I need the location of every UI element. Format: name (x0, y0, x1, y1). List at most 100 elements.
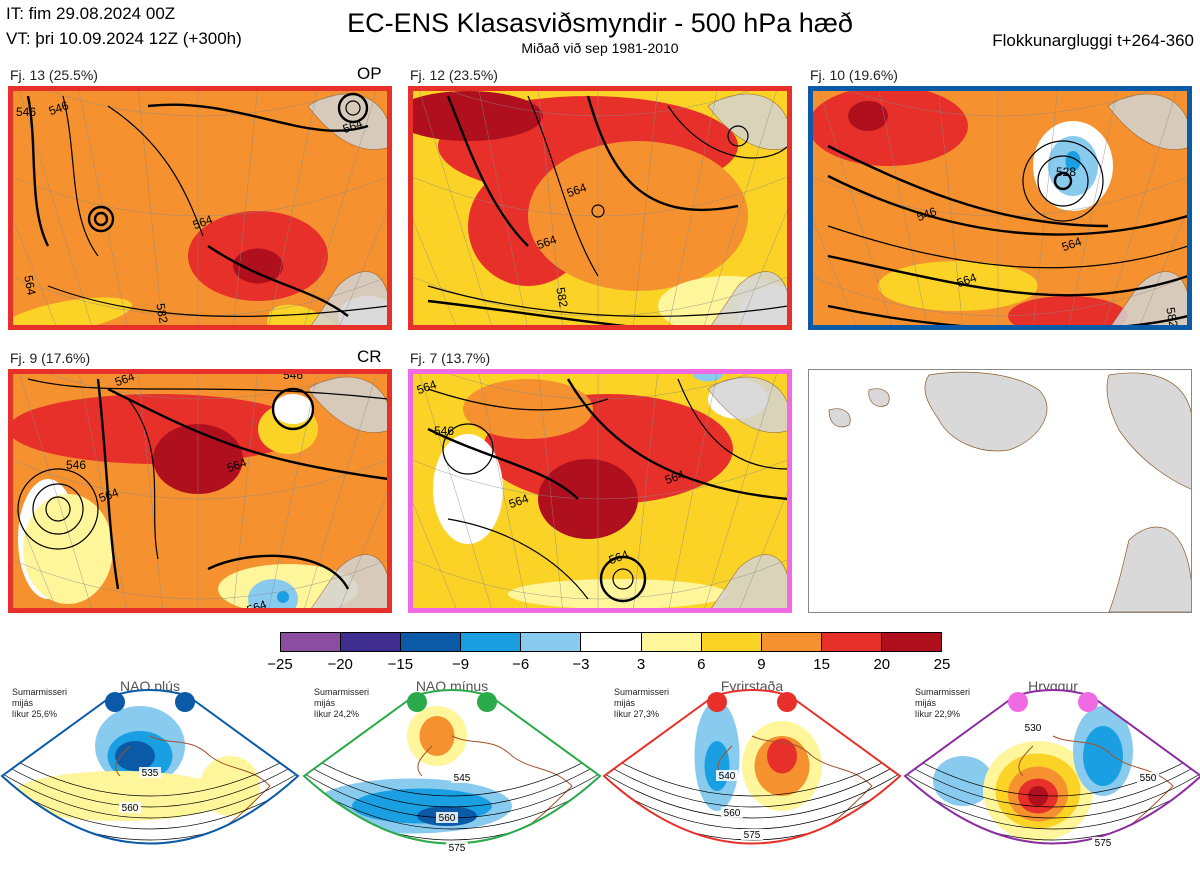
contour-label: 546 (16, 105, 36, 119)
regime-title: NAO mínus (415, 678, 489, 694)
meridian (268, 374, 318, 608)
valid-time: VT: þri 10.09.2024 12Z (+300h) (6, 29, 242, 48)
meridian (13, 502, 57, 608)
operational-tag: OP (357, 64, 382, 83)
meridian (704, 374, 777, 608)
regime-marker-dot (407, 692, 427, 712)
meridian (633, 91, 658, 325)
meridian (704, 91, 777, 325)
anomaly-shading (704, 741, 730, 791)
height-contour (446, 95, 529, 247)
contour-label: 582 (1163, 306, 1180, 325)
contour-label: 550 (1140, 773, 1157, 784)
anomaly-shading (13, 91, 250, 325)
cluster-label-3: Fj. 10 (19.6%) (810, 67, 898, 83)
anomaly-shading (115, 741, 155, 771)
contour-label: 546 (66, 458, 86, 472)
regime-marker-dot (477, 692, 497, 712)
colorbar-swatch (701, 633, 762, 651)
anomaly-shading (933, 756, 993, 806)
height-contour (45, 496, 71, 522)
colorbar-tick-label: −3 (572, 656, 590, 673)
anomaly-shading (10, 771, 230, 821)
contour-label: 564 (225, 455, 249, 475)
regime-frame (0, 689, 300, 845)
meridian (1104, 91, 1177, 325)
parallel (413, 276, 787, 317)
meridian (478, 91, 528, 325)
parallel (849, 91, 1150, 117)
colorbar-tick-label: −20 (327, 656, 353, 673)
control-run-tag: CR (357, 347, 382, 366)
parallel (449, 91, 750, 117)
contour-label: 535 (142, 768, 159, 779)
contour-label: 564 (607, 547, 631, 567)
meridian (233, 91, 258, 325)
height-contour (827, 144, 1109, 228)
land-mass (924, 371, 1048, 452)
anomaly-shading (1008, 296, 1128, 325)
cluster-map-4: 564 546 546 564 564 564 (8, 369, 392, 613)
height-contour (827, 225, 1187, 269)
height-contour (271, 387, 315, 431)
height-contour (87, 205, 115, 233)
height-contour (827, 174, 1187, 236)
anomaly-shading (277, 591, 289, 603)
anomaly-shading (528, 141, 748, 291)
height-contour (2, 765, 298, 819)
contour-label: 564 (663, 467, 687, 487)
meridian (1033, 91, 1058, 325)
parallel (413, 459, 787, 500)
anomaly-shading (419, 716, 455, 756)
parallel (413, 559, 787, 600)
land-mass (868, 388, 890, 407)
regime-frame (602, 689, 902, 845)
height-contour (905, 745, 1200, 797)
height-contour (604, 755, 900, 808)
height-contour (677, 378, 787, 470)
parallel (813, 176, 1187, 217)
regime-map-svg: 535 560 (0, 689, 300, 845)
contour-label: 564 (535, 232, 559, 252)
colorbar-swatch (581, 633, 642, 651)
land-mass (1108, 526, 1191, 612)
meridian (419, 91, 492, 325)
height-contour (1053, 171, 1073, 191)
meridian (13, 219, 57, 325)
height-contour (612, 568, 634, 590)
regime-map-svg: 530 550 575 (903, 689, 1200, 849)
colorbar-tick-label: 6 (697, 656, 706, 673)
meridian (538, 91, 563, 325)
panel-map-svg: 564 564 582 (413, 91, 787, 325)
height-contour (604, 765, 900, 819)
contour-label: 530 (1025, 723, 1042, 734)
colorbar-swatch (281, 633, 342, 651)
contour-label: 564 (1060, 234, 1084, 254)
colorbar-swatch (341, 633, 402, 651)
height-contour (427, 299, 626, 325)
height-contour (827, 254, 1187, 297)
meridian (819, 91, 892, 325)
contour-label: 564 (955, 270, 979, 290)
height-contour (27, 378, 387, 400)
regime-marker-dot (105, 692, 125, 712)
page-subtitle: Miðað við sep 1981-2010 (521, 40, 679, 56)
contour-label: 564 (245, 597, 269, 608)
colorbar-swatch (461, 633, 522, 651)
coastline (1018, 735, 1174, 837)
cluster-label-5: Fj. 7 (13.7%) (410, 350, 491, 366)
cluster-map-3: 528 546 564 564 582 (808, 86, 1192, 330)
panel-map-svg: 546 546 564 564 564 582 (13, 91, 387, 325)
height-contour (47, 285, 387, 317)
anomaly-shading (1065, 151, 1081, 171)
regime-ridge: Hryggur Sumarmisseri mijás líkur 22,9% 530… (903, 676, 1200, 871)
regime-blocking: Fyrirstaða Sumarmisseri mijás líkur 27,3% … (602, 676, 902, 871)
colorbar-tick-label: −6 (512, 656, 530, 673)
anomaly-shading (273, 394, 313, 424)
contour-label: 540 (719, 771, 736, 782)
contour-label: 564 (415, 377, 439, 397)
contour-label: 546 (434, 424, 454, 438)
height-contour (427, 427, 579, 500)
meridian (233, 374, 258, 608)
anomaly-shading (233, 248, 283, 284)
